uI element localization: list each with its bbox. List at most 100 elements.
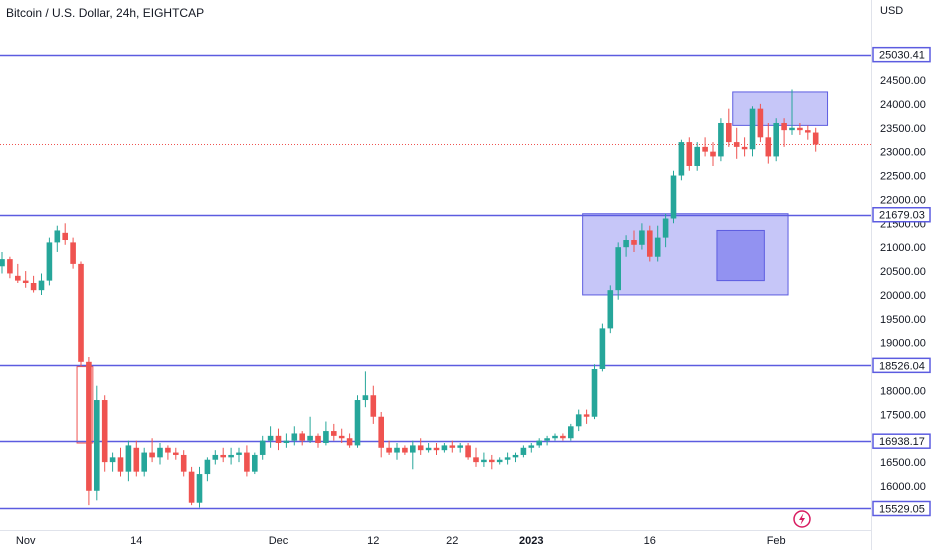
candle (812, 127, 819, 152)
candle-body (662, 218, 669, 238)
candle-body (212, 454, 219, 460)
candle (196, 466, 203, 508)
candle-body (30, 283, 37, 291)
candle-body (244, 452, 250, 472)
candle (544, 435, 550, 446)
candle-body (433, 447, 440, 451)
candle (62, 223, 68, 245)
candle (662, 213, 669, 248)
candle (86, 357, 92, 506)
candle (433, 443, 440, 455)
candle-body (678, 142, 685, 176)
candle (331, 423, 337, 441)
candle-body (465, 445, 471, 458)
level-tag-label: 21679.03 (879, 210, 925, 222)
candle-body (259, 440, 266, 455)
candle-body (718, 122, 724, 157)
candle-body (180, 454, 187, 472)
candle-body (370, 395, 377, 417)
time-axis[interactable]: Nov 14 Dec 12 22 2023 16 Feb (16, 535, 786, 547)
candle (520, 445, 527, 458)
candle-body (710, 151, 716, 157)
candle-body (291, 433, 298, 441)
candle (394, 443, 400, 460)
candle (228, 447, 234, 465)
candle (362, 371, 369, 408)
candle (94, 385, 100, 501)
candle (733, 127, 740, 159)
candle-body (599, 328, 606, 369)
candle (410, 440, 416, 470)
candle (449, 440, 456, 453)
candle-body (402, 447, 408, 453)
level-tag-label: 25030.41 (879, 50, 925, 62)
candle-body (410, 445, 416, 453)
candle-body (149, 452, 155, 458)
candle-body (512, 454, 519, 458)
candle (141, 447, 147, 477)
candle (631, 230, 637, 252)
lightning-icon[interactable] (793, 510, 811, 528)
candle (220, 447, 226, 463)
candle-body (441, 445, 448, 451)
candle (583, 409, 590, 424)
candle (370, 385, 377, 424)
level-tag: 21679.03 (872, 206, 931, 223)
candle (346, 433, 353, 448)
candle-body (765, 137, 772, 157)
candle-body (0, 259, 5, 267)
candle (599, 323, 606, 372)
candle-body (552, 435, 558, 439)
candle-body (228, 454, 234, 458)
candle-body (536, 440, 542, 446)
chart-title: Bitcoin / U.S. Dollar, 24h, EIGHTCAP (6, 6, 205, 20)
candle (702, 137, 708, 157)
candle (78, 261, 84, 367)
candle (0, 251, 5, 274)
candle (46, 237, 53, 286)
price-axis[interactable]: 24500.00 24000.00 23500.00 23000.00 22500.00… (880, 75, 926, 493)
candle-body (252, 454, 258, 472)
time-tick-label: 22 (446, 535, 458, 547)
candle-body (560, 435, 566, 439)
price-tick-label: 24000.00 (880, 99, 926, 111)
candle (291, 426, 298, 446)
candle (757, 103, 764, 143)
candle (481, 452, 487, 467)
time-tick-label: 16 (644, 535, 656, 547)
price-tick-label: 20000.00 (880, 290, 926, 302)
candle (267, 426, 274, 448)
candle-body (639, 230, 645, 245)
candle (528, 443, 535, 453)
price-tick-label: 22500.00 (880, 171, 926, 183)
candle-body (773, 122, 779, 157)
candle (575, 409, 582, 432)
candle-body (417, 445, 424, 451)
candle (173, 447, 179, 460)
candle (489, 454, 495, 470)
candle-body (781, 122, 787, 131)
candle (204, 457, 211, 482)
candle-body (299, 433, 305, 441)
candle (323, 421, 329, 446)
level-tag-label: 16938.17 (879, 436, 925, 448)
candle-body (473, 457, 479, 463)
candle-body (331, 431, 337, 436)
candle (22, 271, 29, 288)
candle (718, 118, 724, 162)
price-tick-label: 19500.00 (880, 314, 926, 326)
grid (0, 0, 872, 550)
candle (568, 423, 574, 441)
price-tick-label: 16500.00 (880, 457, 926, 469)
candle (789, 89, 795, 135)
candle (496, 457, 503, 465)
price-tick-label: 19000.00 (880, 338, 926, 350)
level-tag-box (872, 357, 931, 374)
level-tag-box (872, 500, 931, 517)
candle-body (267, 435, 274, 441)
candle (386, 440, 392, 455)
candle (149, 438, 155, 463)
candle (425, 443, 432, 453)
candle-body (94, 400, 100, 491)
